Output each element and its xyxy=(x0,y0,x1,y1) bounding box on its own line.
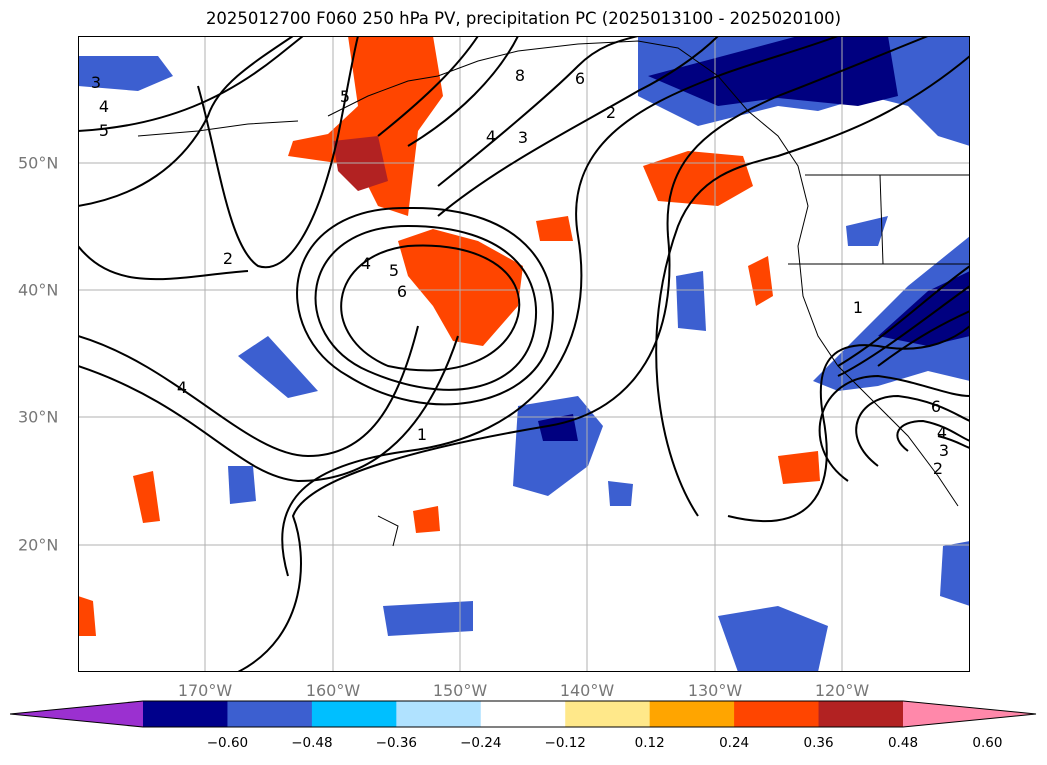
colorbar-tick-label: 0.60 xyxy=(972,735,1003,751)
colorbar-segment xyxy=(818,701,904,727)
positive-anomaly-region xyxy=(78,596,96,636)
positive-anomaly-region xyxy=(536,216,573,241)
contour-label: 8 xyxy=(515,66,525,85)
colorbar-tick-label: 0.12 xyxy=(634,735,665,751)
longitude-label: 150°W xyxy=(432,681,488,700)
negative-anomaly-region xyxy=(608,481,633,506)
colorbar-segment xyxy=(311,701,397,727)
negative-anomaly-region xyxy=(676,271,706,331)
colorbar-tick-label: −0.36 xyxy=(375,735,418,751)
colorbar xyxy=(10,700,1037,728)
positive-anomaly-region xyxy=(288,36,443,216)
contour-label: 4 xyxy=(486,127,496,146)
contour-label: 4 xyxy=(361,254,371,273)
colorbar-segment xyxy=(734,701,820,727)
negative-anomaly-region xyxy=(813,236,970,391)
colorbar-tick-label: −0.12 xyxy=(544,735,586,751)
latitude-label: 50°N xyxy=(18,153,59,173)
map-panel: 3 4 5 5 8 6 2 4 3 2 4 5 6 4 1 1 6 4 3 2 xyxy=(78,36,970,672)
contour-label: 1 xyxy=(853,298,863,317)
positive-anomaly-region xyxy=(643,151,753,206)
longitude-label: 130°W xyxy=(687,681,743,700)
colorbar-segment xyxy=(143,701,228,727)
contour-label: 5 xyxy=(340,87,350,106)
contour-label: 3 xyxy=(939,441,949,460)
contour-label: 4 xyxy=(937,423,947,442)
contour-label: 4 xyxy=(177,378,187,397)
colorbar-tick-label: −0.48 xyxy=(291,735,333,751)
contour-label: 1 xyxy=(417,425,427,444)
contour-label: 6 xyxy=(931,397,941,416)
negative-anomaly-region xyxy=(718,606,828,672)
longitude-label: 160°W xyxy=(305,681,361,700)
negative-anomaly-region xyxy=(228,466,256,504)
colorbar-tick-label: 0.36 xyxy=(803,735,834,751)
latitude-label: 40°N xyxy=(18,280,59,300)
colorbar-segment xyxy=(480,701,566,727)
latitude-label: 20°N xyxy=(18,535,59,555)
longitude-label: 120°W xyxy=(814,681,870,700)
colorbar-segment xyxy=(396,701,482,727)
negative-anomaly-region xyxy=(940,541,970,606)
colorbar-tick-label: −0.60 xyxy=(206,735,249,751)
contour-label: 5 xyxy=(389,261,399,280)
negative-anomaly-region xyxy=(513,396,603,496)
colorbar-outline xyxy=(10,700,1037,728)
longitude-label: 140°W xyxy=(559,681,615,700)
map-frame xyxy=(78,36,970,672)
contour-label: 3 xyxy=(518,128,528,147)
contour-label: 2 xyxy=(606,103,616,122)
contour-label: 2 xyxy=(933,459,943,478)
contour-label: 5 xyxy=(99,121,109,140)
positive-anomaly-region xyxy=(413,506,440,533)
contour-label: 4 xyxy=(99,97,109,116)
contour-label: 6 xyxy=(575,69,585,88)
colorbar-segment xyxy=(565,701,651,727)
figure-title: 2025012700 F060 250 hPa PV, precipitatio… xyxy=(205,9,842,28)
pv-contours xyxy=(78,36,970,672)
negative-anomaly-region xyxy=(383,601,473,636)
colorbar-segment xyxy=(227,701,313,727)
gridlines xyxy=(78,36,970,672)
contour-label: 2 xyxy=(223,249,233,268)
colorbar-extend-low xyxy=(10,701,143,727)
negative-anomaly-region xyxy=(238,336,318,398)
precip-shading xyxy=(78,36,970,672)
contour-label: 6 xyxy=(397,282,407,301)
positive-anomaly-region xyxy=(748,256,773,306)
positive-anomaly-region xyxy=(133,471,160,523)
longitude-label: 170°W xyxy=(177,681,233,700)
colorbar-tick-label: 0.48 xyxy=(887,735,919,751)
colorbar-tick-label: −0.24 xyxy=(460,735,502,751)
colorbar-segment xyxy=(649,701,735,727)
negative-anomaly-region xyxy=(846,216,888,246)
contour-label: 3 xyxy=(91,73,101,92)
coastlines xyxy=(137,40,970,547)
positive-anomaly-region xyxy=(778,451,820,484)
colorbar-extend-high xyxy=(903,701,1036,727)
strong-negative-region xyxy=(648,36,898,106)
latitude-label: 30°N xyxy=(18,407,59,427)
colorbar-tick-label: 0.24 xyxy=(719,735,750,751)
contour-label-group: 3 4 5 5 8 6 2 4 3 2 4 5 6 4 1 1 6 4 3 2 xyxy=(91,66,949,478)
negative-anomaly-region xyxy=(78,56,173,91)
